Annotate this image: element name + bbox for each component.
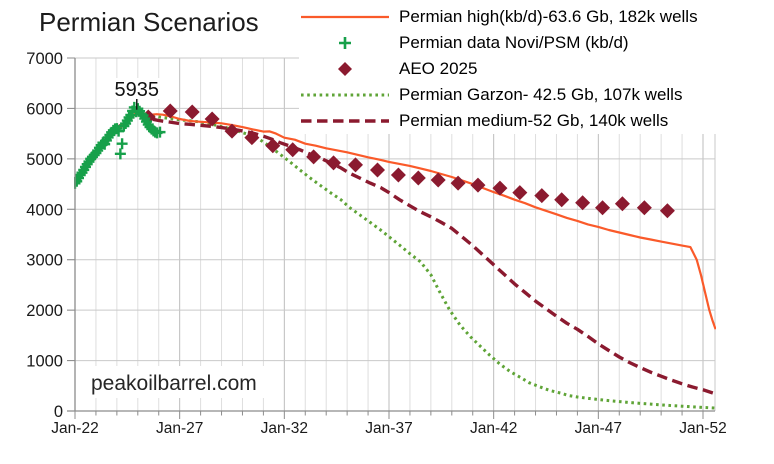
legend-label: Permian high(kb/d)-63.6 Gb, 182k wells	[399, 7, 698, 26]
x-axis-tick-label: Jan-27	[156, 420, 203, 437]
aeo-diamond-marker	[575, 195, 591, 211]
aeo-diamond-marker	[410, 170, 426, 186]
aeo-diamond-marker	[369, 162, 385, 178]
x-axis-tick-label: Jan-32	[261, 420, 308, 437]
axis-labels: 0 1000 2000 3000 4000 5000 6000 7000 Jan-22 Jan-2…	[26, 50, 726, 437]
watermark-text: peakoilbarrel.com	[91, 372, 257, 395]
legend-item: Permian Garzon- 42.5 Gb, 107k wells	[299, 82, 771, 108]
aeo-diamond-marker	[512, 185, 528, 201]
x-axis-tick-label: Jan-37	[365, 420, 412, 437]
data-plus-marker	[154, 126, 166, 138]
series-layer	[74, 101, 716, 410]
aeo-diamond-marker	[595, 200, 611, 216]
watermark	[83, 366, 273, 398]
x-axis-tick-label: Jan-52	[679, 420, 726, 437]
aeo-diamond-marker	[204, 111, 220, 127]
x-axis-tick-label: Jan-42	[470, 420, 517, 437]
aeo-diamond-marker	[614, 196, 630, 212]
axes	[67, 57, 715, 419]
y-axis-tick-label: 7000	[26, 50, 63, 68]
aeo-diamond-marker	[430, 172, 446, 188]
y-axis-tick-label: 1000	[26, 353, 63, 371]
aeo-diamond-marker	[492, 180, 508, 196]
aeo-diamond-marker	[265, 138, 281, 154]
series-data-markers	[74, 101, 166, 189]
aeo-diamond-marker	[244, 130, 260, 146]
aeo-diamond-marker	[470, 177, 486, 193]
series-medium-line	[74, 111, 716, 396]
y-axis-tick-label: 2000	[26, 302, 63, 320]
legend-swatch-diamond	[338, 62, 352, 76]
chart-title: Permian Scenarios	[39, 7, 259, 37]
y-axis-tick-label: 4000	[26, 201, 63, 219]
aeo-diamond-marker	[184, 104, 200, 120]
legend-swatch-dotted	[301, 93, 389, 97]
data-plus-marker	[113, 125, 125, 137]
data-plus-marker	[114, 148, 126, 160]
legend-label: AEO 2025	[399, 59, 478, 78]
legend-swatch-dashed	[301, 119, 389, 123]
y-axis-tick-label: 6000	[26, 100, 63, 118]
aeo-diamond-marker	[390, 167, 406, 183]
x-axis-tick-label: Jan-22	[51, 420, 98, 437]
aeo-diamond-marker	[348, 157, 364, 173]
data-plus-marker	[116, 138, 128, 150]
y-axis-tick-label: 3000	[26, 252, 63, 270]
aeo-diamond-marker	[450, 175, 466, 191]
aeo-diamond-marker	[162, 103, 178, 119]
aeo-diamond-marker	[285, 142, 301, 158]
legend-item: AEO 2025	[299, 56, 771, 82]
legend-item: Permian data Novi/PSM (kb/d)	[299, 30, 771, 56]
x-axis-tick-label: Jan-47	[575, 420, 622, 437]
legend-item: Permian high(kb/d)-63.6 Gb, 182k wells	[299, 4, 771, 30]
peak-annotation	[110, 78, 163, 110]
aeo-diamond-marker	[554, 192, 570, 208]
legend-label: Permian Garzon- 42.5 Gb, 107k wells	[399, 85, 683, 104]
peak-annotation-text: 5935	[115, 79, 160, 101]
aeo-diamond-marker	[306, 149, 322, 165]
legend-label: Permian data Novi/PSM (kb/d)	[399, 33, 629, 52]
aeo-diamond-marker	[326, 155, 342, 171]
y-axis-tick-label: 0	[54, 403, 63, 421]
aeo-diamond-marker	[659, 203, 675, 219]
aeo-diamond-marker	[636, 200, 652, 216]
legend-swatch-plus	[339, 37, 351, 49]
gridlines	[67, 57, 716, 411]
legend-label: Permian medium-52 Gb, 140k wells	[399, 111, 669, 130]
legend-swatch-solid	[301, 15, 389, 19]
legend: Permian high(kb/d)-63.6 Gb, 182k wells Pe…	[299, 4, 771, 134]
aeo-diamond-marker	[534, 188, 550, 204]
aeo-diamond-marker	[224, 123, 240, 139]
y-axis-tick-label: 5000	[26, 151, 63, 169]
legend-item: Permian medium-52 Gb, 140k wells	[299, 108, 771, 134]
